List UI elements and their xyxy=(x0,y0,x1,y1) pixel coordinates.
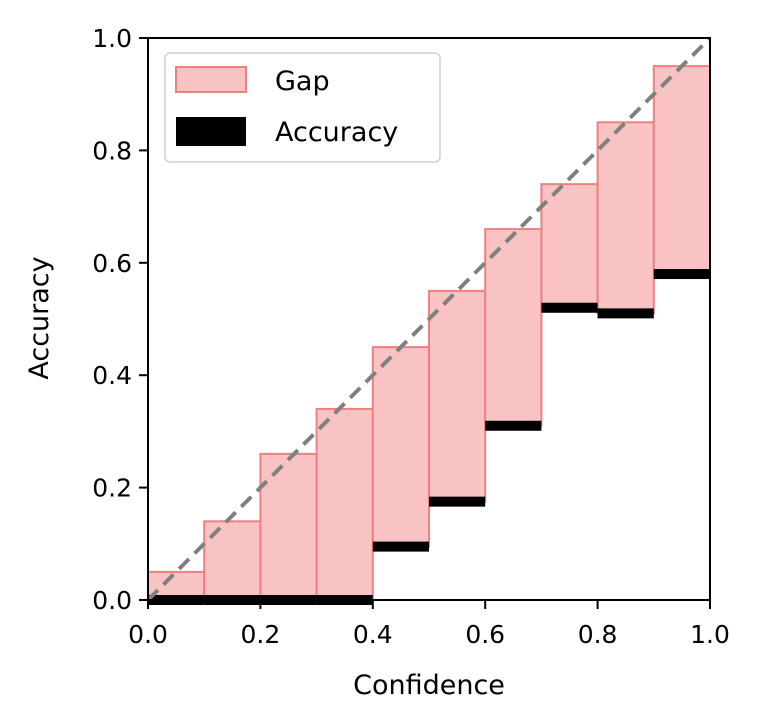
accuracy-bar xyxy=(653,269,710,280)
gap-bar xyxy=(596,121,655,315)
y-tick-label: 0.8 xyxy=(92,136,132,165)
gap-bar xyxy=(315,407,374,602)
x-tick-label: 1.0 xyxy=(690,620,730,649)
gap-bar xyxy=(652,65,711,276)
accuracy-bar xyxy=(485,420,542,431)
gap-bars xyxy=(147,65,711,602)
y-tick-label: 0.2 xyxy=(92,474,132,503)
y-tick-label: 0.4 xyxy=(92,361,132,390)
accuracy-bar xyxy=(372,541,429,552)
y-axis-label: Accuracy xyxy=(24,256,55,379)
legend-gap-label: Gap xyxy=(275,66,330,97)
y-tick-label: 0.6 xyxy=(92,249,132,278)
legend-accuracy-swatch xyxy=(176,117,246,146)
plot-frame xyxy=(147,37,711,601)
gap-bar xyxy=(428,289,487,503)
gap-bar xyxy=(484,228,543,427)
y-axis-ticks: 0.0 0.2 0.4 0.6 0.8 1.0 xyxy=(92,24,148,615)
x-tick-label: 0.8 xyxy=(578,620,618,649)
x-axis-ticks: 0.0 0.2 0.4 0.6 0.8 1.0 xyxy=(128,600,730,649)
legend-gap-swatch xyxy=(175,66,247,93)
perfect-calibration-line xyxy=(146,36,712,602)
accuracy-bar xyxy=(597,308,654,319)
x-tick-label: 0.2 xyxy=(241,620,281,649)
x-tick-label: 0.6 xyxy=(465,620,505,649)
x-tick-label: 0.0 xyxy=(128,620,168,649)
x-tick-label: 0.4 xyxy=(353,620,393,649)
y-tick-label: 1.0 xyxy=(92,24,132,53)
accuracy-bar xyxy=(541,302,598,313)
legend: Gap Accuracy xyxy=(164,52,441,163)
gap-bar xyxy=(371,346,430,548)
accuracy-bar xyxy=(429,496,486,507)
gap-bar xyxy=(259,452,318,601)
legend-accuracy-label: Accuracy xyxy=(275,117,398,148)
gap-bar xyxy=(540,183,599,309)
y-tick-label: 0.0 xyxy=(92,586,132,615)
x-axis-label: Confidence xyxy=(353,670,505,701)
